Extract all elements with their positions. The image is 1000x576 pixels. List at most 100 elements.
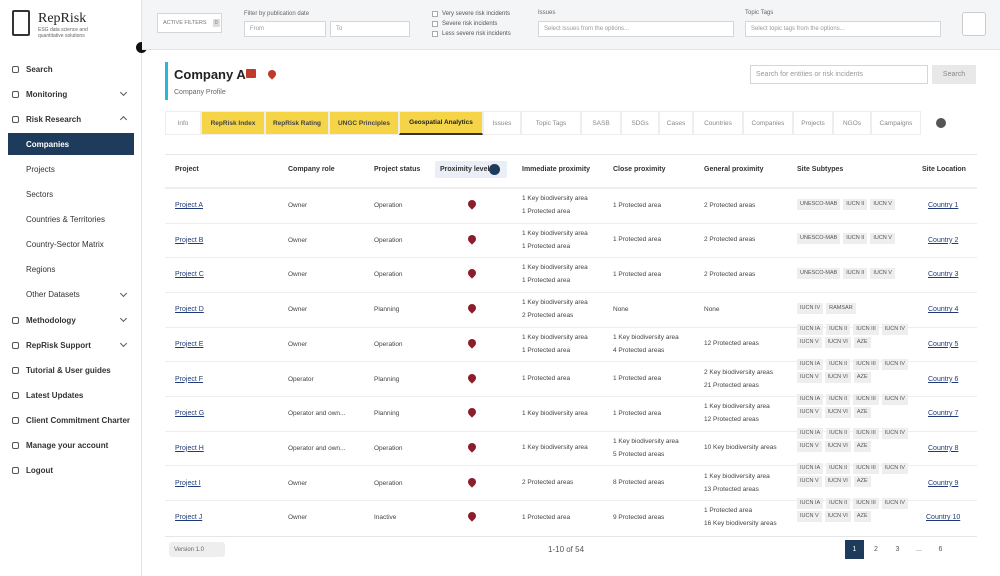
tags-select[interactable]: Select topic tags from the options... xyxy=(745,21,941,37)
nav-item[interactable]: Risk Research xyxy=(8,108,134,130)
site-location[interactable]: Country 1 xyxy=(928,199,958,212)
project-link[interactable]: Project H xyxy=(175,442,204,455)
add-tab[interactable] xyxy=(936,118,946,128)
tab[interactable]: Cases xyxy=(659,111,693,135)
project-link[interactable]: Project B xyxy=(175,234,203,247)
project-link[interactable]: Project I xyxy=(175,477,201,490)
tab[interactable]: UNGC Principles xyxy=(329,111,399,135)
project-link[interactable]: Project J xyxy=(175,511,202,524)
page-button[interactable]: 2 xyxy=(867,540,886,559)
nav-item[interactable]: Projects xyxy=(8,158,134,180)
tab[interactable]: SASB xyxy=(581,111,621,135)
nav-item[interactable]: Logout xyxy=(8,460,134,482)
tab[interactable]: Companies xyxy=(743,111,793,135)
subtype-chip: IUCN VI xyxy=(825,337,851,348)
nav-item[interactable]: Monitoring xyxy=(8,83,134,105)
site-location[interactable]: Country 10 xyxy=(926,511,960,524)
entity-search[interactable]: Search for entities or risk incidents xyxy=(750,65,928,84)
active-filters[interactable]: ACTIVE FILTERS0 xyxy=(157,13,222,33)
date-from[interactable]: From xyxy=(244,21,326,37)
site-subtypes: IUCN IVRAMSAR xyxy=(797,303,912,316)
tab[interactable]: NGOs xyxy=(833,111,871,135)
next-page[interactable] xyxy=(953,540,972,559)
tab[interactable]: Campaigns xyxy=(871,111,921,135)
nav-item[interactable]: Other Datasets xyxy=(8,284,134,306)
severity-checkbox[interactable]: Severe risk incidents xyxy=(432,19,511,29)
expand-filters[interactable] xyxy=(962,12,986,36)
nav-icon xyxy=(12,417,19,424)
subtype-chip: IUCN III xyxy=(853,498,879,509)
nav-item[interactable]: RepRisk Support xyxy=(8,334,134,356)
nav-item[interactable]: Countries & Territories xyxy=(8,209,134,231)
proximity-line: 1 Protected area xyxy=(613,372,661,385)
nav-item[interactable]: Tutorial & User guides xyxy=(8,359,134,381)
proximity-pin xyxy=(466,268,477,279)
tab[interactable]: Geospatial Analytics xyxy=(399,111,483,135)
site-location[interactable]: Country 7 xyxy=(928,407,958,420)
column-header[interactable]: Proximity level xyxy=(440,166,489,173)
tab[interactable]: SDGs xyxy=(621,111,659,135)
project-link[interactable]: Project A xyxy=(175,199,203,212)
tab[interactable]: RepRisk Rating xyxy=(265,111,329,135)
tab[interactable]: Projects xyxy=(793,111,833,135)
nav-item[interactable]: Latest Updates xyxy=(8,384,134,406)
general-proximity: 2 Key biodiversity areas21 Protected are… xyxy=(704,366,773,392)
subtype-chip: IUCN V xyxy=(797,511,822,522)
site-location[interactable]: Country 4 xyxy=(928,303,958,316)
site-subtypes: IUCN IAIUCN IIIUCN IIIIUCN IVIUCN VIUCN … xyxy=(797,324,912,350)
tab[interactable]: Countries xyxy=(693,111,743,135)
nav-item[interactable]: Manage your account xyxy=(8,435,134,457)
proximity-line: 1 Key biodiversity area xyxy=(522,296,588,309)
issues-select[interactable]: Select issues from the options... xyxy=(538,21,734,37)
prev-page[interactable] xyxy=(824,540,843,559)
site-location[interactable]: Country 9 xyxy=(928,477,958,490)
nav-item[interactable]: Sectors xyxy=(8,184,134,206)
subtype-chip: IUCN V xyxy=(870,268,895,279)
proximity-line: 2 Protected areas xyxy=(704,233,755,246)
subtype-chip: IUCN II xyxy=(826,428,850,439)
page-button[interactable]: 6 xyxy=(931,540,950,559)
page-button[interactable]: ... xyxy=(910,540,929,559)
chevron xyxy=(120,315,127,322)
sort-icon[interactable] xyxy=(489,164,500,175)
severity-checkbox[interactable]: Very severe risk incidents xyxy=(432,9,511,19)
tab[interactable]: Issues xyxy=(483,111,521,135)
nav-item[interactable]: Regions xyxy=(8,259,134,281)
project-link[interactable]: Project E xyxy=(175,338,203,351)
search-button[interactable]: Search xyxy=(932,65,976,84)
proximity-line: None xyxy=(704,303,720,316)
project-link[interactable]: Project G xyxy=(175,407,204,420)
page-button[interactable]: 1 xyxy=(845,540,864,559)
subtype-chip: AZE xyxy=(854,476,871,487)
subtype-chip: IUCN II xyxy=(826,394,850,405)
project-status: Operation xyxy=(374,268,403,281)
project-link[interactable]: Project D xyxy=(175,303,204,316)
subtype-chip: IUCN IV xyxy=(882,463,908,474)
site-location[interactable]: Country 8 xyxy=(928,442,958,455)
proximity-line: 2 Protected areas xyxy=(704,199,755,212)
nav-item[interactable]: Companies xyxy=(8,133,134,155)
page-button[interactable]: 3 xyxy=(888,540,907,559)
site-location[interactable]: Country 6 xyxy=(928,373,958,386)
project-status: Operation xyxy=(374,477,403,490)
tab[interactable]: RepRisk Index xyxy=(201,111,265,135)
tab[interactable]: Topic Tags xyxy=(521,111,581,135)
proximity-line: 1 Key biodiversity area xyxy=(522,441,588,454)
nav-item[interactable]: Methodology xyxy=(8,309,134,331)
site-location[interactable]: Country 3 xyxy=(928,268,958,281)
date-to[interactable]: To xyxy=(330,21,410,37)
severity-group: Very severe risk incidentsSevere risk in… xyxy=(432,9,511,39)
company-subtitle: Company Profile xyxy=(174,89,226,96)
nav-item[interactable]: Country-Sector Matrix xyxy=(8,234,134,256)
tab[interactable]: Info xyxy=(165,111,201,135)
site-location[interactable]: Country 5 xyxy=(928,338,958,351)
nav-icon xyxy=(12,467,19,474)
nav-item[interactable]: Client Commitment Charter xyxy=(8,409,134,431)
project-link[interactable]: Project F xyxy=(175,373,203,386)
project-link[interactable]: Project C xyxy=(175,268,204,281)
nav-label: Country-Sector Matrix xyxy=(26,240,104,249)
severity-checkbox[interactable]: Less severe risk incidents xyxy=(432,29,511,39)
nav-item[interactable]: Search xyxy=(8,58,134,80)
site-location[interactable]: Country 2 xyxy=(928,234,958,247)
subtype-chip: RAMSAR xyxy=(826,303,856,314)
